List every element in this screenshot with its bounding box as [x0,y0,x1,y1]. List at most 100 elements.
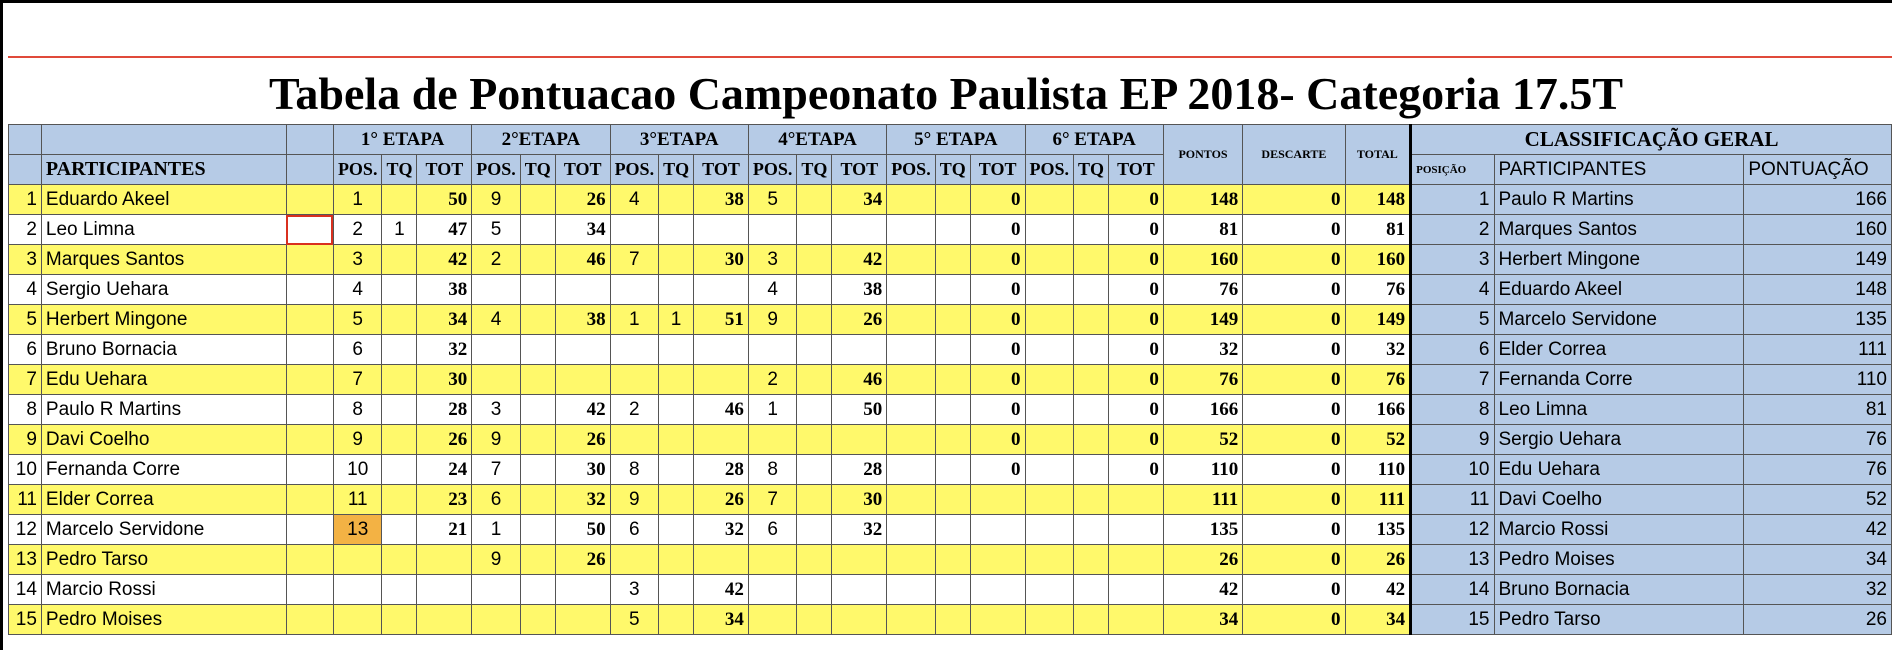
stage-6-pos-cell[interactable] [1024,484,1075,515]
stage-4-tq-cell[interactable] [796,244,833,275]
stage-3-tot-cell[interactable] [693,214,749,245]
stage-4-pos-cell[interactable]: 4 [747,274,798,305]
row-number-cell[interactable]: 6 [8,334,42,365]
total-cell[interactable]: 166 [1344,394,1412,425]
classification-name-cell[interactable]: Bruno Bornacia [1493,574,1745,605]
classification-points-cell[interactable]: 111 [1743,334,1892,365]
stage-5-tq-cell[interactable] [934,394,971,425]
stage-3-tot-cell[interactable] [693,334,749,365]
stage-1-pos-cell[interactable]: 6 [332,334,383,365]
stage-6-pos-cell[interactable] [1024,184,1075,215]
stage-1-pos-cell[interactable]: 10 [332,454,383,485]
stage-6-pos-cell[interactable] [1024,304,1075,335]
stage-4-tq-cell[interactable] [796,364,833,395]
stage-4-tq-cell[interactable] [796,484,833,515]
stage-4-tot-cell[interactable]: 34 [831,184,888,215]
row-number-cell[interactable]: 3 [8,244,42,275]
stage-5-pos-cell[interactable] [886,274,936,305]
stage-1-tq-cell[interactable] [381,544,418,575]
participant-name-cell[interactable]: Davi Coelho [40,424,287,455]
stage-6-tot-cell[interactable]: 0 [1108,244,1164,275]
stage-6-pos-cell[interactable] [1024,244,1075,275]
stage-4-tot-cell[interactable]: 38 [831,274,888,305]
stage-1-tq-cell[interactable]: 1 [381,214,418,245]
stage-2-tot-cell[interactable]: 46 [554,244,611,275]
classification-name-cell[interactable]: Herbert Mingone [1493,244,1745,275]
stage-6-tot-cell[interactable]: 0 [1108,334,1164,365]
stage-5-tot-cell[interactable] [969,604,1026,635]
stage-1-tot-cell[interactable]: 34 [416,304,473,335]
stage-1-pos-cell[interactable] [332,574,383,605]
spacer-cell[interactable] [285,364,334,395]
stage-1-pos-cell[interactable]: 1 [332,184,383,215]
stage-3-tq-cell[interactable] [658,544,695,575]
stage-5-tq-cell[interactable] [934,514,971,545]
stage-4-tot-cell[interactable] [831,574,888,605]
stage-2-pos-cell[interactable]: 3 [471,394,521,425]
stage-5-pos-cell[interactable] [886,304,936,335]
participant-name-cell[interactable]: Marcelo Servidone [40,514,287,545]
stage-4-pos-cell[interactable] [747,334,798,365]
row-number-cell[interactable]: 12 [8,514,42,545]
classification-position-cell[interactable]: 6 [1409,334,1495,365]
descarte-cell[interactable]: 0 [1242,214,1346,245]
stage-6-tot-cell[interactable]: 0 [1108,454,1164,485]
stage-2-tq-cell[interactable] [519,394,556,425]
stage-2-tot-cell[interactable] [554,274,611,305]
stage-1-tq-cell[interactable] [381,484,418,515]
total-cell[interactable]: 81 [1344,214,1412,245]
stage-1-tot-cell[interactable]: 50 [416,184,473,215]
classification-points-cell[interactable]: 32 [1743,574,1892,605]
classification-position-cell[interactable]: 2 [1409,214,1495,245]
stage-5-tq-cell[interactable] [934,274,971,305]
stage-3-tot-cell[interactable]: 32 [693,514,749,545]
stage-1-tot-cell[interactable] [416,544,473,575]
stage-2-tq-cell[interactable] [519,454,556,485]
classification-points-cell[interactable]: 76 [1743,454,1892,485]
classification-position-cell[interactable]: 3 [1409,244,1495,275]
stage-2-tot-cell[interactable] [554,334,611,365]
stage-4-pos-cell[interactable]: 1 [747,394,798,425]
stage-3-tot-cell[interactable]: 30 [693,244,749,275]
classification-name-cell[interactable]: Marques Santos [1493,214,1745,245]
stage-3-tq-cell[interactable] [658,484,695,515]
stage-5-pos-cell[interactable] [886,604,936,635]
spacer-cell[interactable] [285,574,334,605]
stage-5-tot-cell[interactable]: 0 [969,184,1026,215]
stage-2-tq-cell[interactable] [519,574,556,605]
stage-1-tot-cell[interactable] [416,604,473,635]
spacer-cell[interactable] [285,394,334,425]
stage-3-pos-cell[interactable]: 3 [609,574,660,605]
stage-6-tot-cell[interactable]: 0 [1108,184,1164,215]
descarte-cell[interactable]: 0 [1242,424,1346,455]
stage-6-tq-cell[interactable] [1073,184,1110,215]
stage-1-tot-cell[interactable]: 21 [416,514,473,545]
total-cell[interactable]: 160 [1344,244,1412,275]
classification-position-cell[interactable]: 13 [1409,544,1495,575]
stage-6-tq-cell[interactable] [1073,214,1110,245]
classification-position-cell[interactable]: 9 [1409,424,1495,455]
stage-5-tot-cell[interactable]: 0 [969,454,1026,485]
stage-5-pos-cell[interactable] [886,574,936,605]
stage-3-pos-cell[interactable]: 8 [609,454,660,485]
stage-2-pos-cell[interactable]: 9 [471,424,521,455]
stage-2-pos-cell[interactable]: 6 [471,484,521,515]
stage-1-tot-cell[interactable]: 26 [416,424,473,455]
stage-3-pos-cell[interactable] [609,364,660,395]
stage-5-pos-cell[interactable] [886,514,936,545]
stage-4-tq-cell[interactable] [796,544,833,575]
stage-2-tq-cell[interactable] [519,274,556,305]
stage-1-pos-cell[interactable]: 11 [332,484,383,515]
row-number-cell[interactable]: 13 [8,544,42,575]
participant-name-cell[interactable]: Pedro Moises [40,604,287,635]
participant-name-cell[interactable]: Paulo R Martins [40,394,287,425]
stage-3-tq-cell[interactable] [658,454,695,485]
stage-6-tq-cell[interactable] [1073,484,1110,515]
stage-5-pos-cell[interactable] [886,184,936,215]
stage-5-pos-cell[interactable] [886,484,936,515]
descarte-cell[interactable]: 0 [1242,514,1346,545]
stage-3-tq-cell[interactable] [658,604,695,635]
stage-3-tq-cell[interactable] [658,214,695,245]
stage-2-tot-cell[interactable]: 26 [554,424,611,455]
stage-6-pos-cell[interactable] [1024,424,1075,455]
